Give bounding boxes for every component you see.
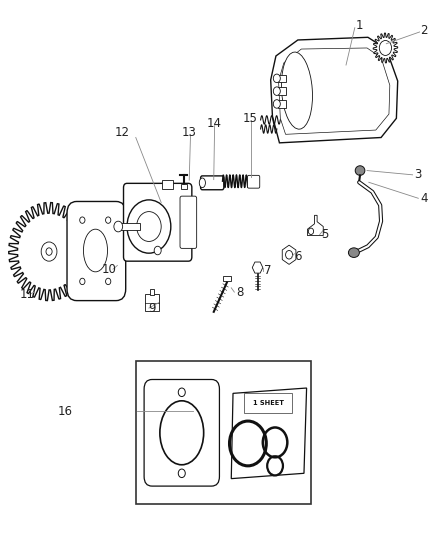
FancyBboxPatch shape <box>145 294 159 311</box>
FancyBboxPatch shape <box>162 180 173 189</box>
Polygon shape <box>307 215 323 236</box>
Polygon shape <box>231 388 307 479</box>
Circle shape <box>46 248 52 255</box>
Text: 1 SHEET: 1 SHEET <box>253 400 283 406</box>
Ellipse shape <box>199 178 205 188</box>
FancyBboxPatch shape <box>180 196 197 248</box>
Text: 2: 2 <box>420 25 428 37</box>
Circle shape <box>114 221 123 232</box>
Circle shape <box>154 246 161 255</box>
Circle shape <box>137 212 161 241</box>
FancyBboxPatch shape <box>247 175 260 188</box>
Circle shape <box>273 100 280 108</box>
Circle shape <box>379 41 392 55</box>
FancyBboxPatch shape <box>278 75 286 82</box>
FancyBboxPatch shape <box>124 183 192 261</box>
FancyBboxPatch shape <box>278 87 286 95</box>
Text: 10: 10 <box>101 263 116 276</box>
FancyBboxPatch shape <box>118 223 140 230</box>
Text: 9: 9 <box>148 302 156 314</box>
Ellipse shape <box>355 166 365 175</box>
Circle shape <box>273 87 280 95</box>
Polygon shape <box>152 389 212 477</box>
FancyBboxPatch shape <box>223 276 231 281</box>
FancyBboxPatch shape <box>181 184 187 189</box>
Text: 7: 7 <box>264 264 272 277</box>
Text: 6: 6 <box>294 251 302 263</box>
Circle shape <box>286 251 293 259</box>
Circle shape <box>106 217 111 223</box>
Text: 12: 12 <box>114 126 129 139</box>
Ellipse shape <box>348 248 359 257</box>
Text: 15: 15 <box>243 112 258 125</box>
Circle shape <box>273 74 280 83</box>
FancyBboxPatch shape <box>144 379 219 486</box>
Text: 11: 11 <box>20 288 35 301</box>
Text: 8: 8 <box>237 286 244 298</box>
FancyBboxPatch shape <box>201 176 224 190</box>
Ellipse shape <box>282 52 312 129</box>
Ellipse shape <box>160 401 204 465</box>
Text: 13: 13 <box>182 126 197 139</box>
Circle shape <box>178 469 185 478</box>
Circle shape <box>80 217 85 223</box>
Polygon shape <box>373 33 398 63</box>
FancyBboxPatch shape <box>150 289 154 295</box>
FancyBboxPatch shape <box>278 100 286 108</box>
FancyBboxPatch shape <box>67 201 126 301</box>
Polygon shape <box>252 262 263 273</box>
Text: 5: 5 <box>321 228 328 241</box>
Text: 1: 1 <box>355 19 363 32</box>
Ellipse shape <box>83 229 107 272</box>
Polygon shape <box>9 203 89 301</box>
Circle shape <box>41 242 57 261</box>
Polygon shape <box>271 37 398 143</box>
Circle shape <box>80 278 85 285</box>
Circle shape <box>127 200 171 253</box>
Polygon shape <box>279 48 390 134</box>
Circle shape <box>178 388 185 397</box>
Polygon shape <box>282 245 296 264</box>
FancyBboxPatch shape <box>136 361 311 504</box>
Text: 14: 14 <box>206 117 221 130</box>
Text: 16: 16 <box>57 405 72 418</box>
Circle shape <box>106 278 111 285</box>
FancyBboxPatch shape <box>244 393 292 413</box>
Text: 3: 3 <box>415 168 422 181</box>
Text: 4: 4 <box>420 192 428 205</box>
Circle shape <box>308 228 314 235</box>
